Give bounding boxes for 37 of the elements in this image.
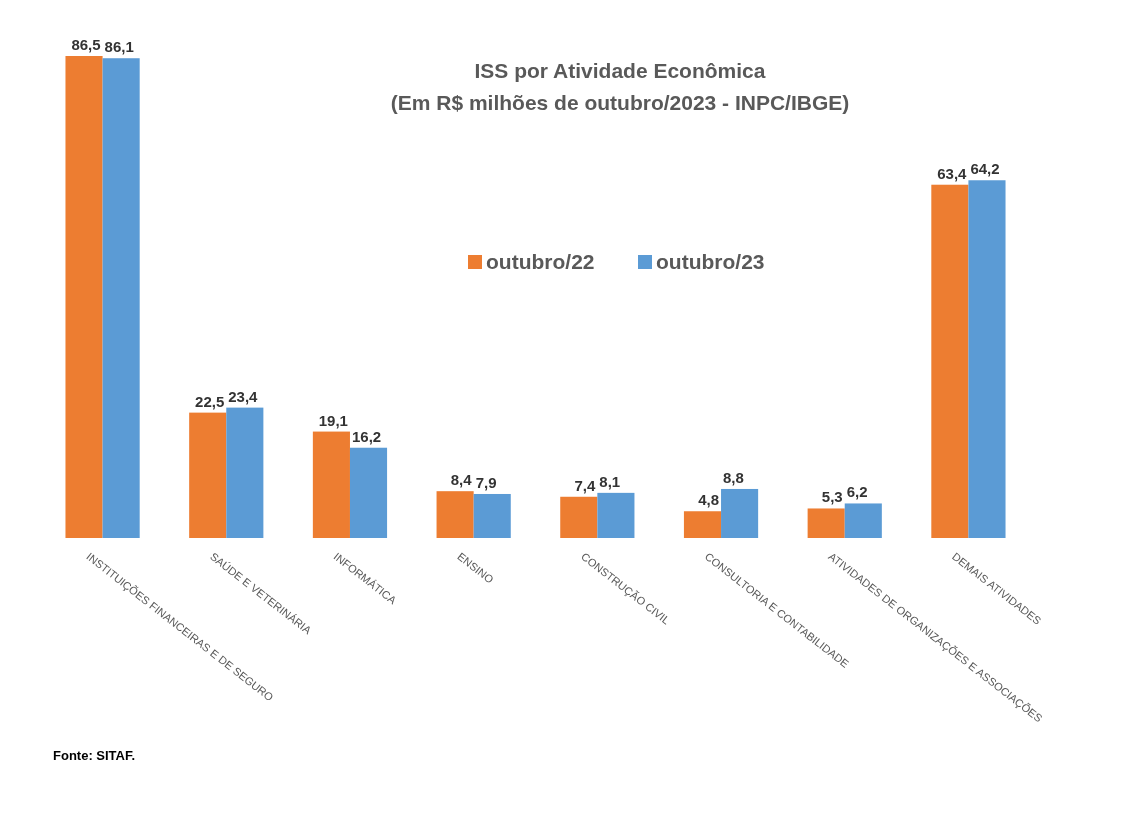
data-label: 64,2 xyxy=(970,160,1000,178)
data-label: 22,5 xyxy=(195,392,225,410)
data-label: 86,5 xyxy=(71,36,101,53)
legend-label: outubro/22 xyxy=(486,250,595,273)
bar xyxy=(349,447,388,538)
bar xyxy=(931,184,969,538)
data-label: 6,2 xyxy=(846,483,868,501)
bar xyxy=(102,58,140,538)
data-label: 7,4 xyxy=(574,476,596,494)
bar xyxy=(189,412,227,538)
chart-title: ISS por Atividade Econômica xyxy=(474,59,766,82)
bar xyxy=(560,496,598,538)
data-label: 8,4 xyxy=(450,471,473,489)
bar xyxy=(65,56,103,538)
bar xyxy=(683,511,722,538)
bar xyxy=(436,491,474,538)
bar xyxy=(312,431,350,538)
data-label: 63,4 xyxy=(937,164,968,182)
bar xyxy=(968,180,1006,538)
bar xyxy=(844,503,882,538)
data-label: 8,1 xyxy=(599,472,621,490)
legend-label: outubro/23 xyxy=(656,250,765,273)
bar xyxy=(473,493,511,538)
data-label: 86,1 xyxy=(104,38,134,56)
data-label: 4,8 xyxy=(698,491,720,509)
data-label: 23,4 xyxy=(228,387,259,405)
data-label: 16,2 xyxy=(351,427,382,445)
bar xyxy=(226,407,264,538)
data-label: 19,1 xyxy=(318,411,348,429)
text: (Em R$ milhões de outubro/2023 - INPC/IBGE) xyxy=(390,91,850,114)
bar xyxy=(807,508,845,538)
data-label: 5,3 xyxy=(821,488,843,506)
data-label: 7,9 xyxy=(475,473,497,491)
bar xyxy=(721,488,759,538)
data-label: 8,8 xyxy=(723,468,744,486)
bar xyxy=(597,492,635,538)
source-note: Fonte: SITAF. xyxy=(53,748,136,763)
